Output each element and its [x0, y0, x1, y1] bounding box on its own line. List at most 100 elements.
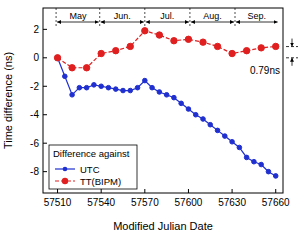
- point: [259, 162, 264, 167]
- point: [127, 43, 133, 49]
- point: [193, 112, 198, 117]
- x-tick-label: 57540: [87, 197, 115, 208]
- point: [171, 38, 177, 44]
- y-tick-label: -2: [30, 81, 39, 92]
- point: [258, 45, 264, 51]
- legend-title: Difference against: [53, 148, 130, 159]
- period-label: Aug.: [203, 11, 222, 21]
- y-tick-label: 0: [33, 52, 39, 63]
- period-arrow: [57, 22, 99, 23]
- point: [54, 55, 60, 61]
- point: [214, 43, 220, 49]
- point: [77, 85, 82, 90]
- chart: 57510 57540 57570 57600 57630 57660 -8 -6 -4 -2 0 2…: [0, 0, 300, 238]
- period-divider: [99, 8, 100, 26]
- y-tick: [43, 171, 47, 172]
- period-divider: [144, 8, 145, 26]
- x-tick-label: 57660: [262, 197, 290, 208]
- point: [135, 85, 140, 90]
- period-divider: [56, 8, 57, 26]
- period-arrow: [101, 22, 144, 23]
- x-tick-label: 57630: [218, 197, 246, 208]
- y-tick-label: -4: [30, 109, 39, 120]
- point: [244, 155, 249, 160]
- period-arrow: [191, 22, 234, 23]
- period-divider: [235, 8, 236, 26]
- point: [266, 169, 271, 174]
- point: [98, 50, 104, 56]
- x-tick: [232, 189, 233, 193]
- y-axis-label: Time difference (ns): [2, 52, 14, 149]
- plot-frame: [43, 8, 283, 193]
- point: [237, 145, 242, 150]
- point: [156, 32, 162, 38]
- x-axis-label: Modified Julian Date: [113, 220, 213, 232]
- x-tick-label: 57570: [131, 197, 159, 208]
- point: [113, 87, 118, 92]
- period-label: Sep.: [248, 11, 267, 21]
- legend-marker: [63, 167, 68, 172]
- y-tick: [43, 143, 47, 144]
- point: [252, 159, 257, 164]
- annotation-arrow: [292, 39, 293, 47]
- point: [84, 85, 89, 90]
- y-tick: [43, 29, 47, 30]
- legend-label: TT(BIPM): [80, 176, 121, 187]
- x-tick: [101, 189, 102, 193]
- x-tick: [144, 189, 145, 193]
- y-tick-label: -6: [30, 138, 39, 149]
- point: [201, 117, 206, 122]
- point: [70, 93, 75, 98]
- point: [99, 84, 104, 89]
- point: [92, 83, 97, 88]
- point: [143, 78, 148, 83]
- period-arrow: [236, 22, 278, 23]
- period-divider: [189, 8, 190, 26]
- point: [55, 56, 60, 61]
- series-line: [58, 31, 276, 68]
- y-tick: [43, 114, 47, 115]
- annotation-arrow: [292, 58, 293, 66]
- legend-label: UTC: [80, 164, 100, 175]
- y-tick-label: 2: [33, 24, 39, 35]
- x-tick: [275, 189, 276, 193]
- period-label: May: [69, 11, 87, 21]
- point: [185, 36, 191, 42]
- x-tick-label: 57600: [175, 197, 203, 208]
- point: [186, 107, 191, 112]
- point: [69, 65, 75, 71]
- y-tick-label: -8: [30, 166, 39, 177]
- point: [208, 122, 213, 127]
- y-tick: [43, 86, 47, 87]
- period-label: Jun.: [114, 11, 131, 21]
- point: [63, 74, 68, 79]
- point: [172, 95, 177, 100]
- point: [157, 90, 162, 95]
- period-label: Jul.: [160, 11, 174, 21]
- point: [113, 47, 119, 53]
- y-tick: [43, 57, 47, 58]
- point: [128, 88, 133, 93]
- x-tick-label: 57510: [44, 197, 72, 208]
- point: [243, 47, 249, 53]
- point: [83, 65, 89, 71]
- point: [164, 93, 169, 98]
- x-tick: [188, 189, 189, 193]
- point: [200, 39, 206, 45]
- annotation-text: 0.79ns: [250, 65, 280, 76]
- period-arrow: [146, 22, 189, 23]
- point: [106, 85, 111, 90]
- point: [121, 88, 126, 93]
- point: [273, 43, 279, 49]
- legend-box: [49, 145, 137, 189]
- point: [229, 50, 235, 56]
- point: [273, 174, 278, 179]
- x-tick: [57, 189, 58, 193]
- point: [179, 101, 184, 106]
- point: [142, 28, 148, 34]
- point: [230, 139, 235, 144]
- point: [215, 128, 220, 133]
- point: [223, 134, 228, 139]
- point: [150, 85, 155, 90]
- legend-marker: [62, 178, 68, 184]
